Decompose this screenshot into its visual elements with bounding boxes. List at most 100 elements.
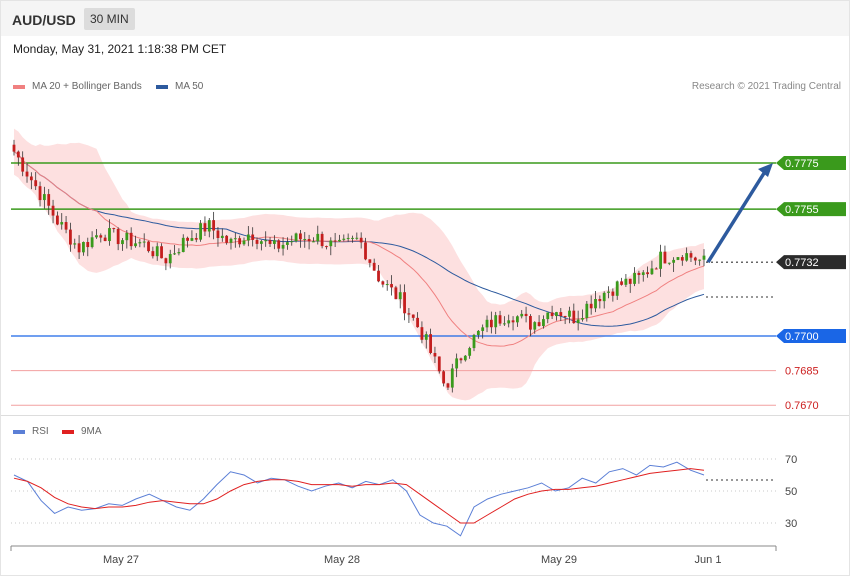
- legend-rsi-label: RSI: [32, 426, 49, 437]
- candle-body: [633, 272, 636, 284]
- candle-body: [542, 319, 545, 327]
- candle-body: [611, 291, 615, 296]
- candle-body: [108, 228, 111, 242]
- candle-body: [646, 272, 649, 275]
- x-tick-label: May 29: [541, 554, 577, 566]
- candle-body: [151, 251, 155, 257]
- candle-body: [259, 241, 263, 244]
- candle-body: [246, 234, 250, 241]
- candle-body: [255, 239, 259, 244]
- candle-body: [589, 303, 593, 309]
- candle-body: [164, 258, 168, 264]
- x-tick-label: May 28: [324, 554, 360, 566]
- candle-body: [194, 238, 198, 240]
- candle-body: [86, 242, 90, 248]
- candle-body: [299, 233, 302, 240]
- candle-body: [121, 240, 124, 245]
- candle-body: [524, 313, 528, 317]
- candle-body: [507, 320, 511, 324]
- candle-body: [433, 352, 437, 357]
- candle-body: [272, 240, 276, 244]
- level-tag-0.7732: [776, 255, 846, 270]
- candle-body: [338, 239, 341, 242]
- candle-body: [186, 237, 189, 241]
- candle-body: [329, 240, 333, 247]
- candle-body: [351, 237, 354, 239]
- candle-body: [537, 322, 541, 327]
- candle-body: [502, 323, 506, 325]
- candle-body: [424, 334, 428, 340]
- candle-body: [207, 220, 211, 232]
- candle-body: [515, 316, 519, 323]
- candle-body: [264, 240, 268, 242]
- candle-body: [381, 281, 385, 285]
- candle-body: [268, 240, 272, 244]
- candle-body: [142, 241, 146, 243]
- candle-body: [659, 251, 663, 269]
- candle-body: [394, 287, 398, 300]
- candle-body: [555, 312, 558, 317]
- candle-body: [285, 242, 289, 245]
- candle-body: [654, 268, 658, 270]
- candle-body: [21, 157, 25, 172]
- candle-body: [220, 235, 224, 239]
- candle-body: [312, 241, 315, 243]
- candle-body: [650, 268, 654, 275]
- candle-body: [225, 235, 229, 243]
- candle-body: [450, 368, 454, 388]
- candle-body: [47, 194, 51, 206]
- candle-body: [489, 319, 493, 328]
- candle-body: [134, 243, 137, 247]
- candle-body: [12, 144, 16, 152]
- candle-body: [38, 186, 42, 201]
- candle-body: [346, 237, 350, 239]
- candle-body: [294, 233, 298, 242]
- candle-body: [116, 228, 120, 245]
- candle-body: [155, 246, 159, 257]
- legend-ma20-label: MA 20 + Bollinger Bands: [32, 81, 142, 92]
- candle-body: [325, 246, 328, 248]
- candle-body: [598, 298, 602, 302]
- candle-body: [99, 235, 103, 238]
- panel-divider: [1, 415, 849, 416]
- candle-body: [95, 235, 98, 238]
- candle-body: [377, 270, 380, 282]
- legend-9ma-label: 9MA: [81, 426, 102, 437]
- candles-group: [12, 139, 706, 393]
- ma20-swatch: [13, 84, 25, 89]
- x-tick-label: May 27: [103, 554, 139, 566]
- timeframe-badge[interactable]: 30 MIN: [84, 8, 135, 30]
- candle-body: [520, 313, 524, 317]
- candle-body: [69, 229, 72, 245]
- candle-body: [125, 232, 129, 241]
- candle-body: [602, 292, 606, 302]
- x-tick-label: Jun 1: [695, 554, 722, 566]
- candle-body: [82, 242, 85, 253]
- candle-body: [533, 322, 537, 330]
- candle-body: [129, 232, 133, 247]
- copyright: Research © 2021 Trading Central: [691, 81, 841, 92]
- legend-ma50-label: MA 50: [175, 81, 204, 92]
- candle-body: [64, 222, 68, 230]
- candle-body: [472, 334, 476, 349]
- candle-body: [112, 228, 116, 230]
- candle-body: [355, 237, 359, 239]
- candle-body: [177, 252, 181, 254]
- rsi-tick-30: 30: [785, 518, 797, 530]
- candle-body: [368, 259, 372, 263]
- rsi-tick-50: 50: [785, 486, 797, 498]
- candle-body: [437, 356, 441, 372]
- candle-body: [168, 254, 172, 264]
- bollinger-band: [14, 128, 704, 401]
- candle-body: [411, 314, 415, 318]
- candle-body: [468, 348, 472, 356]
- candle-body: [407, 313, 411, 315]
- ma50-swatch: [156, 84, 168, 89]
- candle-body: [60, 222, 64, 225]
- level-label-0.7755: 0.7755: [785, 204, 819, 216]
- level-label-0.7775: 0.7775: [785, 158, 819, 170]
- candle-body: [342, 238, 346, 240]
- candle-body: [693, 257, 697, 261]
- candle-body: [546, 312, 550, 320]
